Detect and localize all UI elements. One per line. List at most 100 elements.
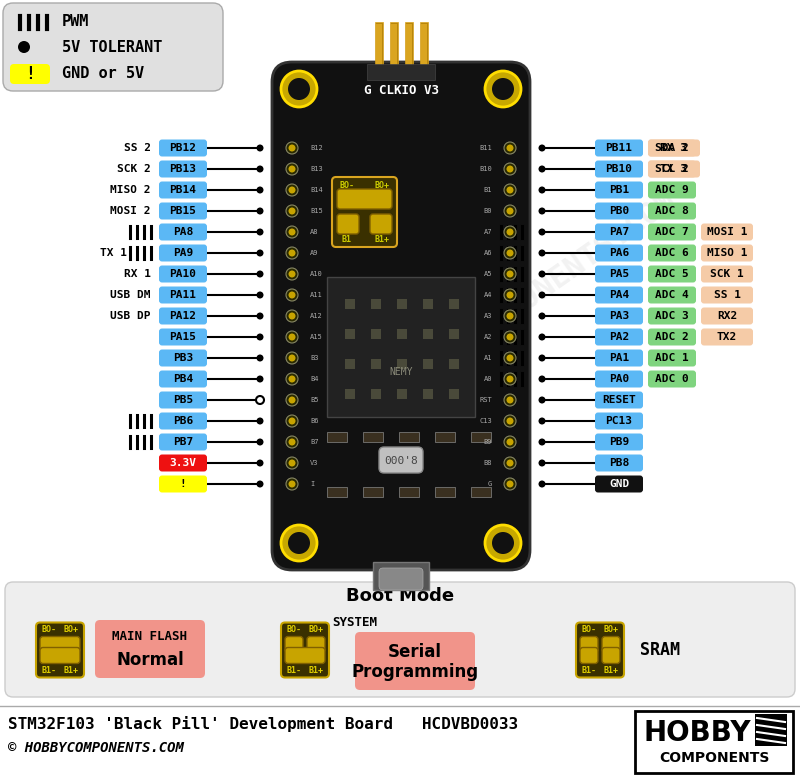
FancyBboxPatch shape [159,140,207,157]
Circle shape [286,478,298,490]
Text: BO-: BO- [339,181,354,190]
Bar [423,359,433,369]
Circle shape [506,460,514,467]
Circle shape [286,184,298,196]
Bar [449,359,459,369]
Circle shape [538,229,546,236]
Text: PB11: PB11 [606,143,633,153]
Circle shape [504,436,516,448]
Text: B11: B11 [479,145,492,151]
Circle shape [506,208,514,215]
Text: B0: B0 [483,208,492,214]
Text: SCL 2: SCL 2 [655,164,689,174]
FancyBboxPatch shape [595,454,643,471]
Circle shape [506,291,514,298]
Text: PB3: PB3 [173,353,193,363]
Text: BO-: BO- [42,625,57,634]
FancyBboxPatch shape [159,160,207,177]
Circle shape [257,418,263,425]
Circle shape [506,144,514,151]
Circle shape [286,205,298,217]
Text: B6: B6 [310,418,318,424]
Text: PA10: PA10 [170,269,197,279]
FancyBboxPatch shape [595,391,643,408]
Bar [363,487,383,497]
Circle shape [289,354,295,361]
FancyBboxPatch shape [272,62,530,570]
Text: USB DP: USB DP [110,311,151,321]
Circle shape [257,480,263,487]
Text: PA5: PA5 [609,269,629,279]
Bar [435,432,455,442]
Circle shape [538,208,546,215]
Text: B8: B8 [483,460,492,466]
Text: B1: B1 [342,236,352,244]
Text: A8: A8 [310,229,318,235]
Text: B1+: B1+ [374,236,390,244]
Circle shape [289,187,295,194]
FancyBboxPatch shape [595,244,643,261]
Circle shape [506,312,514,319]
Circle shape [257,166,263,173]
Circle shape [504,457,516,469]
Circle shape [504,415,516,427]
Text: B1+: B1+ [63,666,78,675]
Circle shape [288,532,310,554]
Text: B1+: B1+ [309,666,323,675]
FancyBboxPatch shape [595,412,643,429]
FancyBboxPatch shape [595,160,643,177]
Text: PB10: PB10 [606,164,633,174]
Circle shape [289,480,295,487]
FancyBboxPatch shape [3,3,223,91]
Bar [397,359,407,369]
Text: PA2: PA2 [609,332,629,342]
FancyBboxPatch shape [337,214,359,234]
Text: © HOBBYCOMPONENTS.COM: © HOBBYCOMPONENTS.COM [8,741,184,755]
FancyBboxPatch shape [648,223,696,240]
Text: PB4: PB4 [173,374,193,384]
FancyBboxPatch shape [40,647,80,663]
Circle shape [506,187,514,194]
Circle shape [257,187,263,194]
Circle shape [538,144,546,151]
Bar [345,389,355,399]
Text: PB15: PB15 [170,206,197,216]
Text: ADC 4: ADC 4 [655,290,689,300]
Circle shape [506,333,514,340]
Circle shape [286,331,298,343]
Text: MAIN FLASH: MAIN FLASH [113,629,187,642]
Text: Normal: Normal [116,651,184,669]
FancyBboxPatch shape [648,181,696,198]
Circle shape [286,394,298,406]
Circle shape [504,394,516,406]
Circle shape [538,354,546,361]
FancyBboxPatch shape [648,160,700,177]
FancyBboxPatch shape [285,647,325,663]
Bar [327,487,347,497]
Text: B1-: B1- [582,666,597,675]
Circle shape [257,354,263,361]
FancyBboxPatch shape [307,636,325,653]
FancyBboxPatch shape [595,266,643,283]
Circle shape [504,289,516,301]
Text: A11: A11 [310,292,322,298]
Text: BO+: BO+ [63,625,78,634]
FancyBboxPatch shape [701,223,753,240]
Text: SDA 2: SDA 2 [655,143,689,153]
Text: SCK 2: SCK 2 [118,164,151,174]
Text: BO-: BO- [286,625,302,634]
FancyBboxPatch shape [602,647,620,663]
FancyBboxPatch shape [701,308,753,325]
Circle shape [504,163,516,175]
Text: SS 1: SS 1 [714,290,741,300]
Text: Programming: Programming [351,663,478,681]
Circle shape [492,532,514,554]
Text: SCK 1: SCK 1 [710,269,744,279]
FancyBboxPatch shape [648,266,696,283]
Text: ADC 8: ADC 8 [655,206,689,216]
FancyBboxPatch shape [281,622,329,677]
Text: PA3: PA3 [609,311,629,321]
FancyBboxPatch shape [332,177,397,247]
Text: PB7: PB7 [173,437,193,447]
FancyBboxPatch shape [580,636,598,653]
